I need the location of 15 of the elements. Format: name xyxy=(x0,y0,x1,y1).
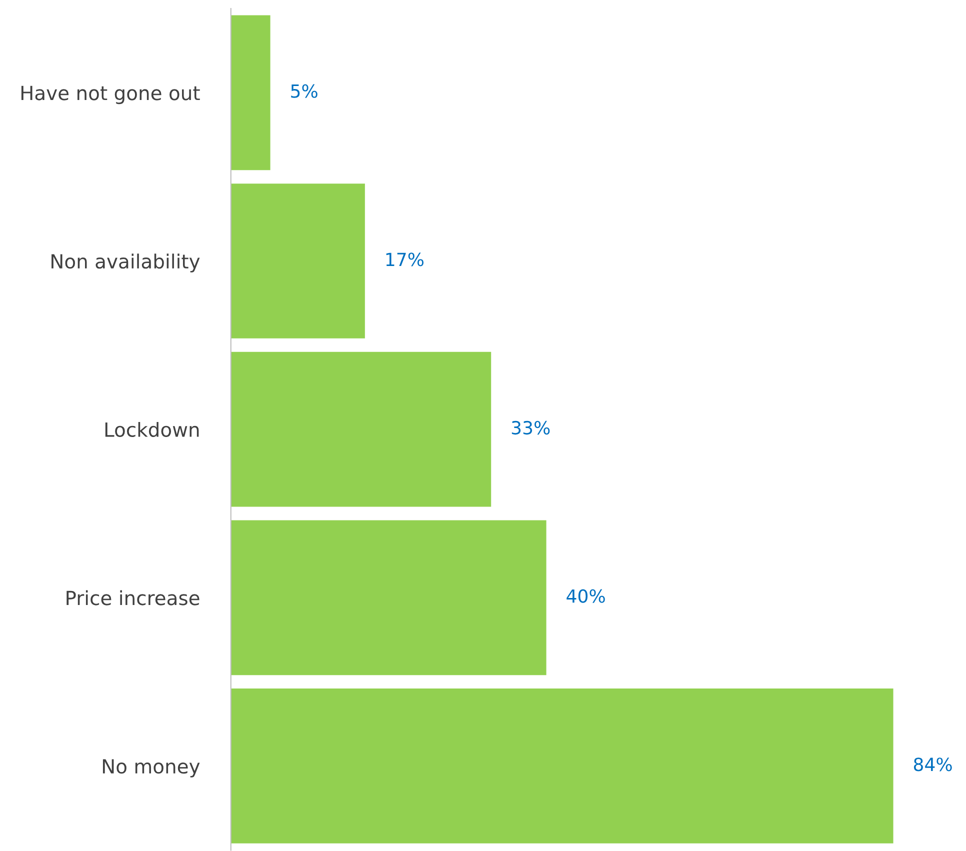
data-label: 33% xyxy=(512,420,550,435)
data-label: 5% xyxy=(291,84,318,98)
y-tick-label: No money xyxy=(102,759,200,778)
data-label: 17% xyxy=(386,252,424,266)
bar xyxy=(230,15,270,170)
y-tick-label: Non availability xyxy=(52,254,200,272)
data-label: 40% xyxy=(566,589,605,603)
y-tick-label: Have not gone out xyxy=(21,86,200,104)
bar xyxy=(230,352,492,507)
bar xyxy=(230,184,365,338)
y-tick-label: Price increase xyxy=(66,590,200,606)
bar xyxy=(230,520,546,676)
data-label: 84% xyxy=(914,758,952,772)
y-tick-label: Lockdown xyxy=(105,422,199,437)
bar xyxy=(230,688,894,844)
